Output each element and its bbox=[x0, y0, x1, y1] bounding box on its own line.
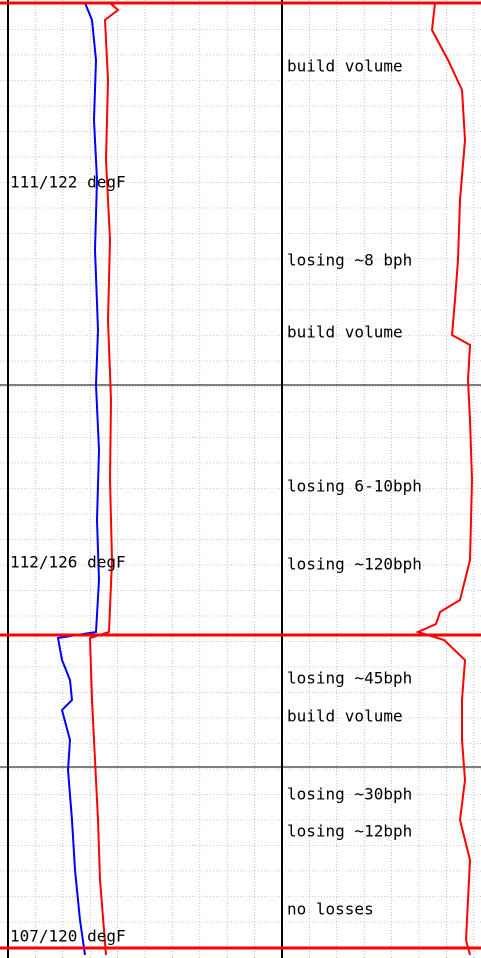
pit-volume-curve bbox=[415, 2, 474, 956]
remark: build volume bbox=[287, 707, 403, 726]
temperature-label: 112/126 degF bbox=[10, 553, 126, 572]
remark: losing ~30bph bbox=[287, 785, 412, 804]
remark: losing ~12bph bbox=[287, 822, 412, 841]
remark: losing ~45bph bbox=[287, 669, 412, 688]
remark: no losses bbox=[287, 900, 374, 919]
remark: build volume bbox=[287, 323, 403, 342]
remark: losing ~120bph bbox=[287, 555, 422, 574]
temperature-label: 111/122 degF bbox=[10, 173, 126, 192]
remark: build volume bbox=[287, 57, 403, 76]
remark: losing ~8 bph bbox=[287, 251, 412, 270]
temperature-in-curve bbox=[56, 2, 101, 956]
temperature-out-curve bbox=[88, 2, 120, 956]
temperature-label: 107/120 degF bbox=[10, 927, 126, 946]
remark: losing 6-10bph bbox=[287, 477, 422, 496]
